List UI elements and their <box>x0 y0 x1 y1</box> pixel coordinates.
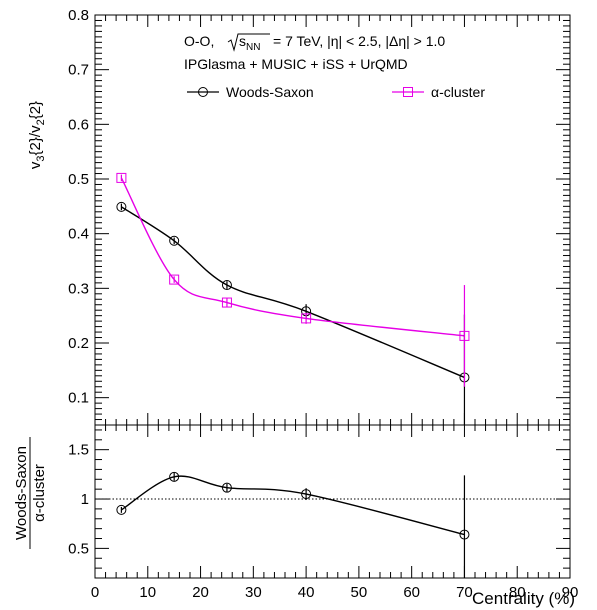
woods-saxon-point <box>116 201 127 212</box>
top-y-tick-label: 0.3 <box>68 280 89 297</box>
top-y-tick-label: 0.8 <box>68 7 89 24</box>
annotation-line1-rest: = 7 TeV, |η| < 2.5, |Δη| > 1.0 <box>273 33 445 49</box>
x-tick-label: 70 <box>456 584 473 601</box>
ratio-point <box>221 482 232 493</box>
legend-woods-saxon-label: Woods-Saxon <box>226 84 314 100</box>
ratio-numerator-label: Woods-Saxon <box>13 446 30 540</box>
ratio-point <box>116 504 127 515</box>
alpha-cluster-point <box>301 313 312 324</box>
top-plot-frame <box>94 14 571 426</box>
bottom-y-tick-label: 0.5 <box>68 540 89 557</box>
legend: Woods-Saxon α-cluster <box>187 84 485 100</box>
alpha-cluster-curve <box>120 177 465 337</box>
sqrt-symbol <box>227 33 270 52</box>
woods-saxon-curve <box>121 206 465 379</box>
bottom-y-axis: 0.5 1 1.5 <box>68 429 570 569</box>
ratio-point <box>169 471 180 482</box>
x-tick-label: 60 <box>403 584 420 601</box>
legend-woods-saxon-marker <box>198 87 208 97</box>
annotation-line2: IPGlasma + MUSIC + iSS + UrQMD <box>184 56 408 72</box>
x-tick-label: 40 <box>298 584 315 601</box>
top-y-tick-label: 0.4 <box>68 226 89 243</box>
alpha-cluster-point <box>116 172 127 183</box>
top-y-tick-label: 0.7 <box>68 62 89 79</box>
top-curves <box>120 177 465 379</box>
x-tick-label: 50 <box>351 584 368 601</box>
bottom-y-tick-label: 1.5 <box>68 442 89 459</box>
legend-alpha-cluster-marker <box>403 87 413 97</box>
x-tick-label: 90 <box>562 584 579 601</box>
alpha-cluster-point <box>169 274 180 285</box>
x-tick-label: 80 <box>509 584 526 601</box>
bottom-plot-frame <box>94 424 571 579</box>
legend-alpha-cluster-label: α-cluster <box>431 84 485 100</box>
top-y-tick-label: 0.5 <box>68 171 89 188</box>
bottom-points <box>116 471 470 578</box>
x-tick-label: 10 <box>139 584 156 601</box>
x-tick-label: 30 <box>245 584 262 601</box>
ratio-denominator-label: α-cluster <box>31 464 48 522</box>
annotation-line1: O-O, <box>184 33 214 49</box>
top-panel: 0.1 0.2 0.3 0.4 0.5 0.6 0.7 0.8 O-O, sNN = 7 Te… <box>27 7 571 426</box>
woods-saxon-point <box>169 235 180 246</box>
ratio-point <box>459 529 470 540</box>
top-y-tick-label: 0.1 <box>68 390 89 407</box>
bottom-y-tick-label: 1 <box>81 491 89 508</box>
woods-saxon-point <box>221 280 232 291</box>
bottom-x-axis: 0 10 20 30 40 50 60 70 80 90 <box>91 425 579 601</box>
x-axis-title: Centrality (%) <box>472 589 575 608</box>
bottom-panel: 0.5 1 1.5 0 10 20 30 40 50 60 70 80 90 Woods-Saxon … <box>13 424 579 608</box>
annotation-sqrt-s: sNN <box>239 33 260 53</box>
alpha-cluster-point <box>221 297 232 308</box>
top-y-axis: 0.1 0.2 0.3 0.4 0.5 0.6 0.7 0.8 <box>68 7 570 421</box>
top-y-tick-label: 0.2 <box>68 335 89 352</box>
ratio-y-axis-title: Woods-Saxon α-cluster <box>13 437 48 549</box>
bottom-curves <box>121 475 465 536</box>
x-tick-label: 20 <box>192 584 209 601</box>
x-tick-label: 0 <box>91 584 99 601</box>
top-y-tick-label: 0.6 <box>68 116 89 133</box>
ratio-curve <box>121 475 465 536</box>
top-y-axis-title: v3{2}/v2{2} <box>27 101 47 169</box>
top-points <box>116 172 470 425</box>
top-x-ticks <box>94 15 571 425</box>
ratio-point <box>301 489 312 500</box>
alpha-cluster-point <box>459 330 470 341</box>
